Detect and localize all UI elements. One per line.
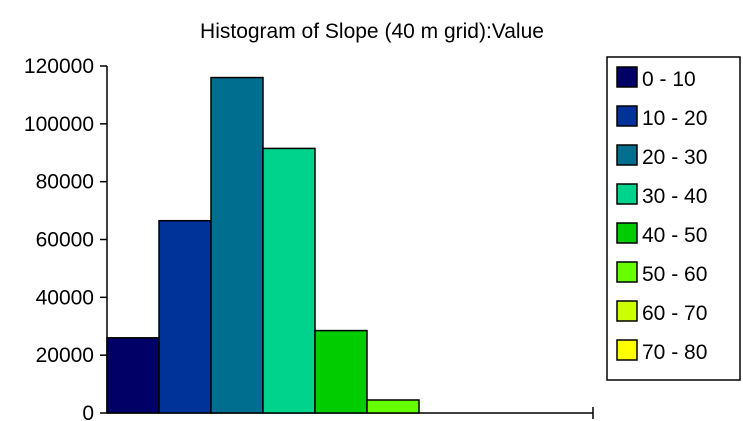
bar-10-20: [158, 219, 212, 414]
y-tick-label: 60000: [36, 229, 94, 252]
legend-items: 0 - 10 10 - 20 20 - 30 30 - 40 40 - 50 50 - 6…: [616, 66, 707, 364]
legend-swatch: [616, 66, 638, 88]
legend-label: 40 - 50: [642, 224, 707, 247]
bar-50-60: [366, 399, 420, 414]
legend-swatch: [616, 261, 638, 283]
legend-label: 10 - 20: [642, 107, 707, 130]
legend-swatch: [616, 183, 638, 205]
legend-label: 0 - 10: [642, 68, 696, 91]
y-tick-label: 20000: [36, 344, 94, 367]
legend-label: 30 - 40: [642, 185, 707, 208]
bar-0-10: [106, 337, 160, 414]
legend-swatch: [616, 339, 638, 361]
y-tick-label: 120000: [24, 55, 94, 78]
legend-label: 70 - 80: [642, 341, 707, 364]
y-axis-ticks: 0 20000 40000 60000 80000 100000 120000: [24, 55, 107, 421]
y-tick-label: 40000: [36, 286, 94, 309]
legend-swatch: [616, 300, 638, 322]
legend: 0 - 10 10 - 20 20 - 30 30 - 40 40 - 50 50 - 6…: [606, 56, 741, 381]
bar-30-40: [262, 147, 316, 414]
chart-title: Histogram of Slope (40 m grid):Value: [200, 20, 544, 43]
legend-swatch: [616, 105, 638, 127]
legend-label: 20 - 30: [642, 146, 707, 169]
bar-20-30: [210, 76, 264, 414]
legend-label: 50 - 60: [642, 263, 707, 286]
bars: [106, 76, 420, 414]
y-tick-label: 100000: [24, 113, 94, 136]
legend-label: 60 - 70: [642, 302, 707, 325]
y-tick-label: 0: [82, 402, 94, 421]
bar-40-50: [314, 329, 368, 414]
legend-swatch: [616, 144, 638, 166]
y-tick-label: 80000: [36, 171, 94, 194]
legend-swatch: [616, 222, 638, 244]
